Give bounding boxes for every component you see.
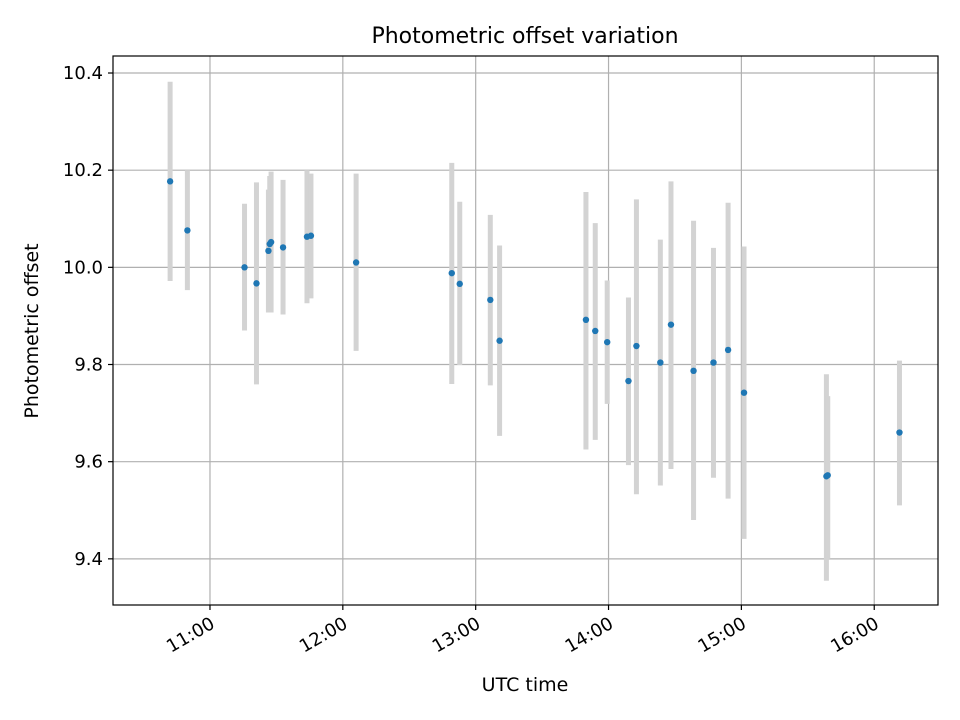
data-point <box>824 472 831 479</box>
data-point <box>740 389 748 396</box>
data-point <box>710 359 717 366</box>
data-point <box>896 429 903 436</box>
data-point <box>253 280 260 287</box>
y-tick-label: 10.2 <box>63 160 103 181</box>
y-tick-label: 9.4 <box>74 549 103 570</box>
data-point <box>604 338 611 346</box>
y-tick-label: 10.0 <box>63 257 103 278</box>
data-point <box>633 342 640 350</box>
data-point <box>267 238 275 246</box>
data-point <box>582 316 590 324</box>
data-point <box>496 337 503 344</box>
data-point <box>690 367 697 375</box>
y-axis-ticks: 9.4 9.6 9.8 10.0 10.2 10.4 <box>63 63 113 570</box>
data-point <box>448 269 455 277</box>
data-point <box>487 296 494 304</box>
data-point <box>279 244 287 251</box>
data-point <box>592 327 599 335</box>
x-axis-label: UTC time <box>482 674 569 696</box>
data-point <box>265 247 272 255</box>
data-points <box>166 178 903 480</box>
data-point <box>352 259 360 266</box>
y-tick-label: 9.8 <box>74 355 103 376</box>
plot-frame <box>112 55 939 606</box>
data-point <box>456 280 463 288</box>
y-axis-label: Photometric offset <box>21 243 43 418</box>
data-point <box>625 377 632 385</box>
data-point <box>166 178 174 185</box>
data-point <box>657 359 664 366</box>
data-point <box>184 227 191 234</box>
grid <box>113 56 938 605</box>
chart-title: Photometric offset variation <box>371 24 678 49</box>
data-point <box>724 346 732 354</box>
y-tick-label: 9.6 <box>74 452 103 473</box>
y-tick-label: 10.4 <box>63 63 103 84</box>
data-point <box>667 321 675 328</box>
data-point <box>241 264 248 271</box>
data-point <box>307 232 315 239</box>
